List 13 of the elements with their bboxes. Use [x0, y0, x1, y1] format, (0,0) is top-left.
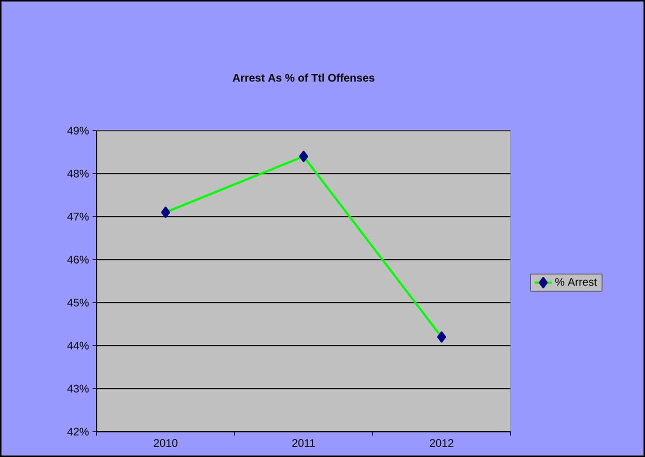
y-tick-label: 46%	[67, 256, 89, 264]
y-tick-label: 45%	[67, 298, 89, 306]
x-tick-label: 2011	[292, 439, 315, 447]
chart-title: Arrest As % of Ttl Offenses	[232, 74, 374, 82]
y-tick-label: 44%	[67, 342, 89, 350]
x-tick-label: 2010	[154, 439, 178, 447]
y-tick-label: 47%	[67, 212, 89, 220]
y-tick-label: 48%	[67, 170, 89, 178]
x-tick-label: 2012	[430, 439, 454, 447]
y-tick-label: 43%	[67, 384, 89, 393]
y-tick-label: 49%	[67, 126, 89, 135]
y-tick-label: 42%	[67, 428, 89, 436]
legend-label: % Arrest	[555, 278, 597, 286]
